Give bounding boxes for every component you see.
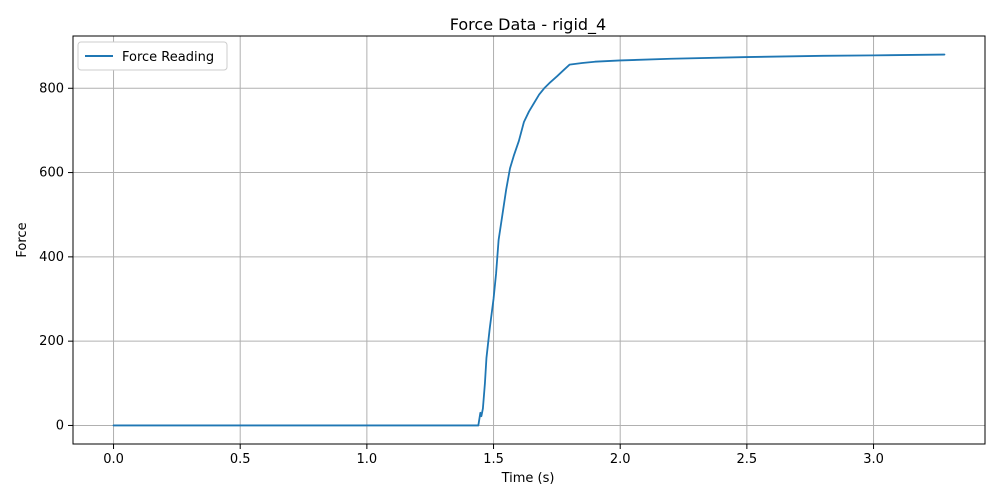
y-tick-label: 600 [39, 166, 64, 181]
x-tick-label: 0.0 [103, 452, 124, 467]
x-axis-label: Time (s) [501, 471, 555, 486]
x-tick-label: 2.5 [737, 452, 758, 467]
x-tick-label: 2.0 [610, 452, 631, 467]
x-tick-label: 3.0 [863, 452, 884, 467]
x-tick-label: 1.0 [357, 452, 378, 467]
y-axis-label: Force [15, 222, 30, 257]
legend-label: Force Reading [122, 50, 214, 65]
y-tick-label: 200 [39, 334, 64, 349]
chart-title: Force Data - rigid_4 [450, 15, 606, 35]
force-reading-line [112, 53, 946, 427]
x-tick-label: 0.5 [230, 452, 251, 467]
legend-box [77, 41, 228, 71]
y-tick-label: 800 [39, 81, 64, 96]
y-tick-label: 0 [56, 418, 64, 433]
y-tick-label: 400 [39, 250, 64, 265]
legend: Force Reading [77, 41, 228, 71]
tick-layer: 0.0 0.5 1.0 1.5 2.0 2.5 3.0 0 200 400 600 800 [39, 81, 884, 467]
x-tick-label: 1.5 [483, 452, 504, 467]
plot-frame [72, 35, 986, 445]
